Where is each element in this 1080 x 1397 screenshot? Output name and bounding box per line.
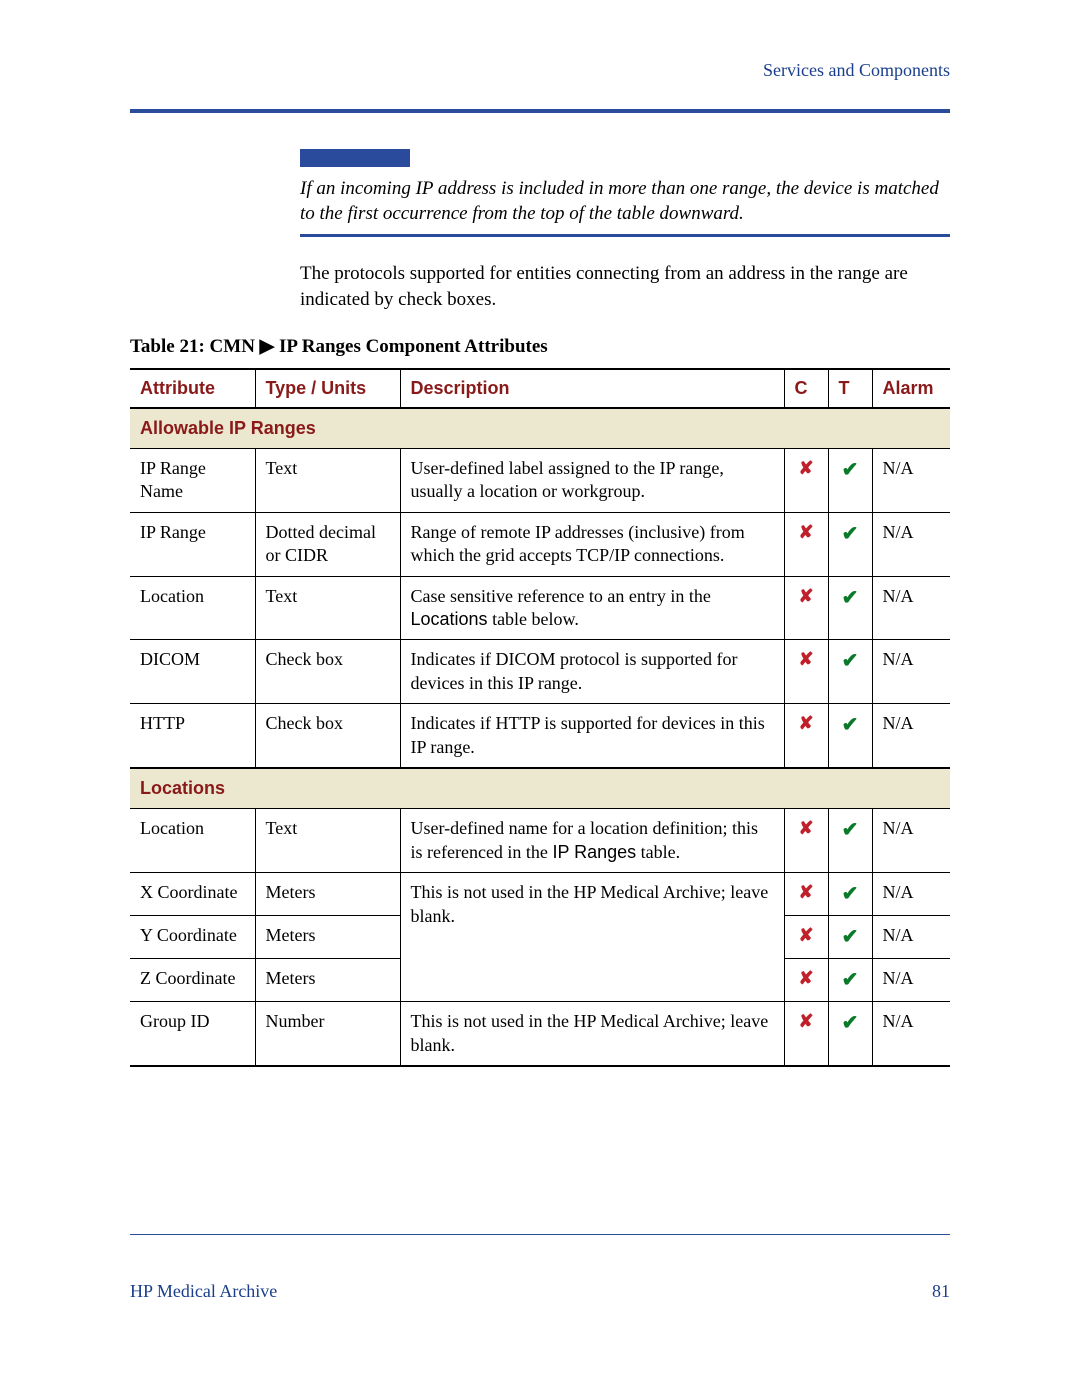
cell-type: Text bbox=[255, 449, 400, 513]
cell-alarm: N/A bbox=[872, 959, 950, 1002]
cell-type: Meters bbox=[255, 959, 400, 1002]
header-rule bbox=[130, 109, 950, 113]
check-icon: ✔ bbox=[828, 704, 872, 768]
table-row: Group IDNumberThis is not used in the HP… bbox=[130, 1002, 950, 1066]
cell-type: Dotted decimal or CIDR bbox=[255, 512, 400, 576]
cell-alarm: N/A bbox=[872, 809, 950, 873]
cell-alarm: N/A bbox=[872, 576, 950, 640]
cell-attribute: DICOM bbox=[130, 640, 255, 704]
table-row: LocationTextCase sensitive reference to … bbox=[130, 576, 950, 640]
x-icon: ✘ bbox=[784, 916, 828, 959]
attributes-table: Attribute Type / Units Description C T A… bbox=[130, 368, 950, 1067]
section-header-row: Locations bbox=[130, 768, 950, 809]
cell-attribute: Y Coordinate bbox=[130, 916, 255, 959]
page-footer: HP Medical Archive 81 bbox=[130, 1234, 950, 1302]
check-icon: ✔ bbox=[828, 512, 872, 576]
cell-attribute: Location bbox=[130, 809, 255, 873]
note-accent-bar bbox=[300, 149, 410, 167]
x-icon: ✘ bbox=[784, 809, 828, 873]
check-icon: ✔ bbox=[828, 959, 872, 1002]
col-alarm: Alarm bbox=[872, 369, 950, 408]
col-c: C bbox=[784, 369, 828, 408]
cell-description: This is not used in the HP Medical Archi… bbox=[400, 873, 784, 1002]
col-attribute: Attribute bbox=[130, 369, 255, 408]
table-row: HTTPCheck boxIndicates if HTTP is suppor… bbox=[130, 704, 950, 768]
x-icon: ✘ bbox=[784, 1002, 828, 1066]
cell-description: User-defined name for a location definit… bbox=[400, 809, 784, 873]
cell-description: Case sensitive reference to an entry in … bbox=[400, 576, 784, 640]
col-type: Type / Units bbox=[255, 369, 400, 408]
page-content: Services and Components If an incoming I… bbox=[130, 60, 950, 1067]
cell-alarm: N/A bbox=[872, 873, 950, 916]
cell-attribute: Z Coordinate bbox=[130, 959, 255, 1002]
col-t: T bbox=[828, 369, 872, 408]
check-icon: ✔ bbox=[828, 640, 872, 704]
table-row: X CoordinateMetersThis is not used in th… bbox=[130, 873, 950, 916]
table-row: LocationTextUser-defined name for a loca… bbox=[130, 809, 950, 873]
cell-alarm: N/A bbox=[872, 449, 950, 513]
x-icon: ✘ bbox=[784, 449, 828, 513]
x-icon: ✘ bbox=[784, 704, 828, 768]
x-icon: ✘ bbox=[784, 640, 828, 704]
table-header-row: Attribute Type / Units Description C T A… bbox=[130, 369, 950, 408]
cell-alarm: N/A bbox=[872, 704, 950, 768]
note-block: If an incoming IP address is included in… bbox=[300, 149, 950, 237]
x-icon: ✘ bbox=[784, 512, 828, 576]
cell-type: Check box bbox=[255, 704, 400, 768]
check-icon: ✔ bbox=[828, 809, 872, 873]
running-head: Services and Components bbox=[130, 60, 950, 81]
cell-attribute: HTTP bbox=[130, 704, 255, 768]
cell-description: Indicates if HTTP is supported for devic… bbox=[400, 704, 784, 768]
table-row: DICOMCheck boxIndicates if DICOM protoco… bbox=[130, 640, 950, 704]
cell-attribute: Location bbox=[130, 576, 255, 640]
body-paragraph: The protocols supported for entities con… bbox=[300, 261, 950, 312]
note-text: If an incoming IP address is included in… bbox=[300, 177, 950, 237]
cell-alarm: N/A bbox=[872, 1002, 950, 1066]
cell-attribute: Group ID bbox=[130, 1002, 255, 1066]
check-icon: ✔ bbox=[828, 449, 872, 513]
cell-type: Number bbox=[255, 1002, 400, 1066]
check-icon: ✔ bbox=[828, 916, 872, 959]
footer-page-number: 81 bbox=[932, 1281, 950, 1302]
cell-description: Indicates if DICOM protocol is supported… bbox=[400, 640, 784, 704]
footer-left: HP Medical Archive bbox=[130, 1281, 277, 1302]
table-caption: Table 21: CMN ▶ IP Ranges Component Attr… bbox=[130, 335, 950, 358]
section-title: Allowable IP Ranges bbox=[130, 408, 950, 449]
check-icon: ✔ bbox=[828, 576, 872, 640]
cell-type: Text bbox=[255, 576, 400, 640]
cell-attribute: X Coordinate bbox=[130, 873, 255, 916]
x-icon: ✘ bbox=[784, 959, 828, 1002]
table-row: IP Range NameTextUser-defined label assi… bbox=[130, 449, 950, 513]
cell-type: Check box bbox=[255, 640, 400, 704]
cell-type: Meters bbox=[255, 916, 400, 959]
cell-type: Text bbox=[255, 809, 400, 873]
cell-attribute: IP Range Name bbox=[130, 449, 255, 513]
col-description: Description bbox=[400, 369, 784, 408]
cell-alarm: N/A bbox=[872, 512, 950, 576]
table-row: IP RangeDotted decimal or CIDRRange of r… bbox=[130, 512, 950, 576]
check-icon: ✔ bbox=[828, 873, 872, 916]
cell-attribute: IP Range bbox=[130, 512, 255, 576]
cell-description: Range of remote IP addresses (inclusive)… bbox=[400, 512, 784, 576]
cell-description: This is not used in the HP Medical Archi… bbox=[400, 1002, 784, 1066]
cell-alarm: N/A bbox=[872, 916, 950, 959]
x-icon: ✘ bbox=[784, 873, 828, 916]
cell-alarm: N/A bbox=[872, 640, 950, 704]
section-title: Locations bbox=[130, 768, 950, 809]
check-icon: ✔ bbox=[828, 1002, 872, 1066]
cell-description: User-defined label assigned to the IP ra… bbox=[400, 449, 784, 513]
section-header-row: Allowable IP Ranges bbox=[130, 408, 950, 449]
table-body: Allowable IP RangesIP Range NameTextUser… bbox=[130, 408, 950, 1066]
cell-type: Meters bbox=[255, 873, 400, 916]
x-icon: ✘ bbox=[784, 576, 828, 640]
